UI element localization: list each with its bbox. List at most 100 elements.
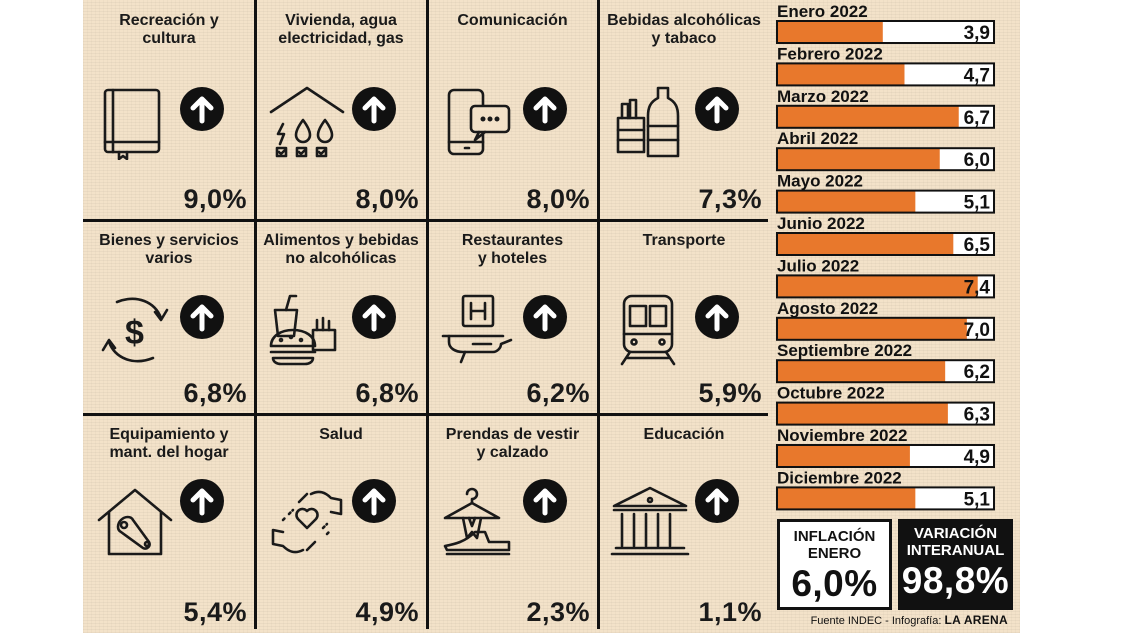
- category-title: Recreación y cultura: [83, 12, 255, 48]
- bar: [777, 487, 916, 510]
- arrow-up-icon: [351, 294, 397, 340]
- category-value: 6,8%: [183, 378, 247, 408]
- category-title: Salud: [255, 426, 427, 444]
- category-title-line: cultura: [142, 30, 196, 47]
- bar-value-label: 3,9: [964, 23, 990, 44]
- bar: [777, 21, 883, 43]
- category-card: Prendas de vestir y calzado 2,3%: [427, 414, 598, 633]
- bar-value-label: 6,0: [964, 150, 990, 171]
- bottles-cigarettes-icon: [610, 84, 690, 160]
- month-label: Enero 2022: [777, 2, 868, 21]
- category-value: 8,0%: [526, 184, 590, 214]
- bar: [777, 445, 910, 467]
- inflation-label-line2: ENERO: [807, 545, 862, 562]
- bar-value-label: 5,1: [964, 193, 991, 214]
- category-title: Comunicación: [427, 12, 598, 30]
- category-title-line: varios: [145, 250, 193, 267]
- category-title: Transporte: [598, 232, 770, 250]
- hanger-shoe-icon: [439, 484, 519, 560]
- arrow-up-icon: [179, 86, 225, 132]
- category-value: 8,0%: [355, 184, 419, 214]
- arrow-up-icon: [351, 86, 397, 132]
- category-card: Recreación y cultura 9,0%: [83, 0, 255, 220]
- bar: [777, 63, 905, 86]
- category-title-line: y calzado: [476, 444, 549, 461]
- arrow-up-icon: [522, 478, 568, 524]
- category-title: Bebidas alcohólicas y tabaco: [598, 12, 770, 48]
- inflation-label-line1: INFLACIÓN: [793, 528, 876, 545]
- category-title-line: Restaurantes: [461, 232, 564, 249]
- category-card: Equipamiento y mant. del hogar 5,4%: [83, 414, 255, 633]
- bar-frame: [776, 20, 995, 44]
- bar-value-label: 6,3: [964, 405, 990, 426]
- month-label: Febrero 2022: [777, 44, 883, 63]
- bar-frame: [776, 359, 995, 384]
- category-title-line: no alcohólicas: [285, 250, 397, 267]
- category-title-line: Equipamiento y: [109, 426, 229, 443]
- category-title: Educación: [598, 426, 770, 444]
- bar: [777, 360, 946, 383]
- arrow-up-icon: [694, 478, 740, 524]
- bar-frame: [776, 274, 995, 299]
- grid-divider: [426, 0, 429, 220]
- category-card: Vivienda, agua electricidad, gas 8,0%: [255, 0, 427, 220]
- arrow-up-icon: [351, 478, 397, 524]
- footer-source: Fuente INDEC - Infografía:: [810, 615, 942, 627]
- hands-heart-icon: [267, 484, 347, 560]
- arrow-up-icon: [179, 478, 225, 524]
- category-value: 7,3%: [698, 184, 762, 214]
- category-title: Bienes y servicios varios: [83, 232, 255, 268]
- category-title: Vivienda, agua electricidad, gas: [255, 12, 427, 48]
- footer-brand: LA ARENA: [944, 613, 1008, 627]
- category-card: Alimentos y bebidas no alcohólicas 6,8%: [255, 220, 427, 414]
- category-title-line: electricidad, gas: [278, 30, 404, 47]
- bar: [777, 317, 967, 340]
- inflation-value: 6,0%: [791, 563, 878, 604]
- bar-frame: [776, 62, 995, 87]
- bar: [777, 148, 940, 171]
- month-label: Noviembre 2022: [777, 426, 907, 445]
- category-title-line: Bienes y servicios: [99, 232, 239, 249]
- train-icon: [610, 292, 690, 368]
- grid-divider: [254, 416, 257, 629]
- bar-frame: [776, 232, 995, 256]
- house-wrench-icon: [95, 484, 175, 560]
- grid-divider: [83, 413, 768, 416]
- bar-frame: [776, 147, 995, 172]
- bar-value-label: 6,7: [964, 108, 990, 129]
- category-card: Comunicación 8,0%: [427, 0, 598, 220]
- phone-message-icon: [439, 84, 519, 160]
- grid-divider: [597, 222, 600, 414]
- bar-value-label: 7,0: [964, 320, 990, 341]
- bar: [777, 275, 978, 298]
- month-label: Julio 2022: [777, 256, 859, 275]
- grid-divider: [426, 416, 429, 629]
- bar-frame: [776, 486, 995, 511]
- book-icon: [95, 84, 175, 161]
- food-drink-icon: [267, 292, 347, 368]
- interanual-value: 98,8%: [901, 560, 1010, 601]
- bar: [777, 233, 954, 255]
- monthly-inflation-chart: Enero 2022 3,9 Febrero 2022 4,7 Marzo 2022 6,…: [776, 2, 995, 511]
- category-value: 5,9%: [698, 378, 762, 408]
- category-value: 9,0%: [183, 184, 247, 214]
- category-title-line: Salud: [319, 426, 363, 443]
- bar-frame: [776, 189, 995, 214]
- category-value: 5,4%: [183, 597, 247, 627]
- grid-divider: [254, 222, 257, 414]
- bar-frame: [776, 401, 995, 426]
- arrow-up-icon: [179, 294, 225, 340]
- arrow-up-icon: [694, 86, 740, 132]
- category-value: 2,3%: [526, 597, 590, 627]
- grid-divider: [597, 0, 600, 220]
- category-title-line: mant. del hogar: [109, 444, 229, 461]
- bar: [777, 402, 948, 425]
- category-value: 6,8%: [355, 378, 419, 408]
- month-label: Abril 2022: [777, 129, 858, 148]
- category-title-line: Vivienda, agua: [285, 12, 397, 29]
- bar-frame: [776, 444, 995, 468]
- school-building-icon: [610, 484, 690, 560]
- month-label: Octubre 2022: [777, 384, 885, 403]
- arrow-up-icon: [694, 294, 740, 340]
- grid-divider: [426, 222, 429, 414]
